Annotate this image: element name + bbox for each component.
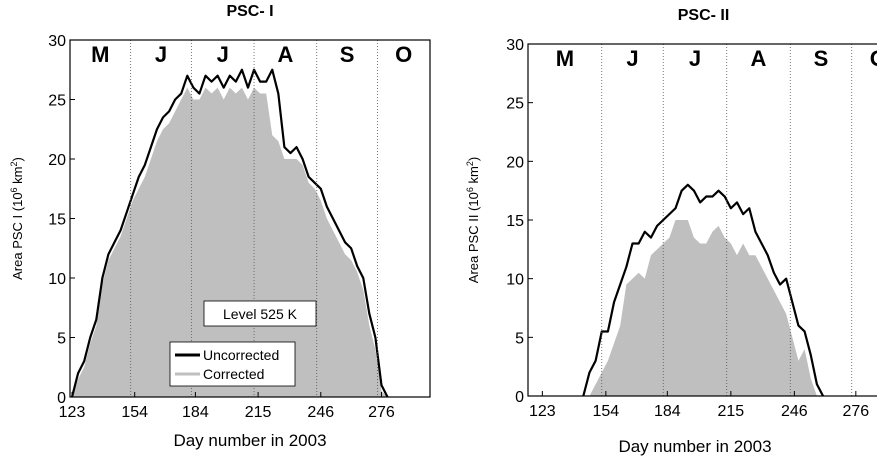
y-axis-label-part: ) [10, 157, 25, 161]
y-axis-label-part: 2 [9, 161, 19, 166]
y-axis-label: Area PSC II (106 km2) [465, 157, 481, 283]
annotation: Level 525 K [223, 306, 298, 322]
y-axis-label-part: 6 [9, 187, 19, 192]
x-tick-label: 184 [654, 403, 681, 420]
x-tick-label: 276 [842, 403, 869, 420]
panel: PSC- I M J J A S O 0 5 10 15 20 25 30 123 154 184 215 246 2… [9, 3, 431, 450]
x-tick-label: 184 [182, 404, 209, 421]
month-label: O [870, 46, 877, 71]
y-axis-label-part: 6 [465, 187, 475, 192]
x-tick-label: 246 [307, 404, 334, 421]
y-axis-label-part: Area PSC I (10 [10, 192, 25, 279]
y-tick-label: 20 [506, 154, 524, 171]
y-tick-label: 15 [506, 213, 524, 230]
y-tick-label: 10 [506, 272, 524, 289]
y-tick-label: 5 [57, 331, 66, 348]
y-tick-label: 20 [48, 152, 66, 169]
y-tick-label: 30 [506, 37, 524, 54]
y-axis-label-part: ) [466, 157, 481, 161]
x-tick-label: 215 [245, 404, 272, 421]
month-label: M [91, 42, 109, 67]
chart-title: PSC- I [226, 3, 273, 20]
month-label: J [689, 46, 701, 71]
month-label: S [814, 46, 829, 71]
x-tick-label: 154 [121, 404, 148, 421]
x-tick-label: 123 [529, 403, 556, 420]
y-axis-label-part: km [10, 166, 25, 187]
annotation-box [203, 300, 317, 327]
month-label: O [395, 42, 412, 67]
y-tick-label: 5 [515, 330, 524, 347]
month-label: S [340, 42, 355, 67]
panel: PSC- II M J J A S O 0 5 10 15 20 25 30 123 154 184 215 246… [465, 7, 877, 456]
y-tick-label: 0 [57, 390, 66, 407]
legend-label: Uncorrected [203, 347, 279, 363]
x-tick-label: 276 [368, 404, 395, 421]
x-tick-label: 215 [717, 403, 744, 420]
y-axis-label-part: 2 [465, 161, 475, 166]
month-label: J [217, 42, 229, 67]
x-axis-label: Day number in 2003 [173, 431, 326, 450]
area [583, 220, 824, 396]
chart-title: PSC- II [678, 7, 730, 24]
y-tick-label: 30 [48, 33, 66, 50]
line [70, 68, 389, 398]
y-axis-label-part: km [466, 166, 481, 187]
y-tick-label: 15 [48, 212, 66, 229]
month-label: A [751, 46, 767, 71]
y-tick-label: 25 [506, 96, 524, 113]
x-tick-label: 154 [593, 403, 620, 420]
y-tick-label: 25 [48, 93, 66, 110]
month-label: M [556, 46, 574, 71]
y-tick-label: 0 [515, 389, 524, 406]
y-tick-label: 10 [48, 271, 66, 288]
x-axis-label: Day number in 2003 [618, 437, 771, 456]
x-tick-label: 123 [59, 404, 86, 421]
legend-box [169, 341, 296, 387]
legend-label: Corrected [203, 366, 264, 382]
y-axis-label-part: Area PSC II (10 [466, 192, 481, 283]
line [582, 183, 825, 397]
x-tick-label: 246 [781, 403, 808, 420]
month-label: J [155, 42, 167, 67]
month-label: J [626, 46, 638, 71]
y-axis-label: Area PSC I (106 km2) [9, 157, 25, 280]
month-label: A [277, 42, 293, 67]
